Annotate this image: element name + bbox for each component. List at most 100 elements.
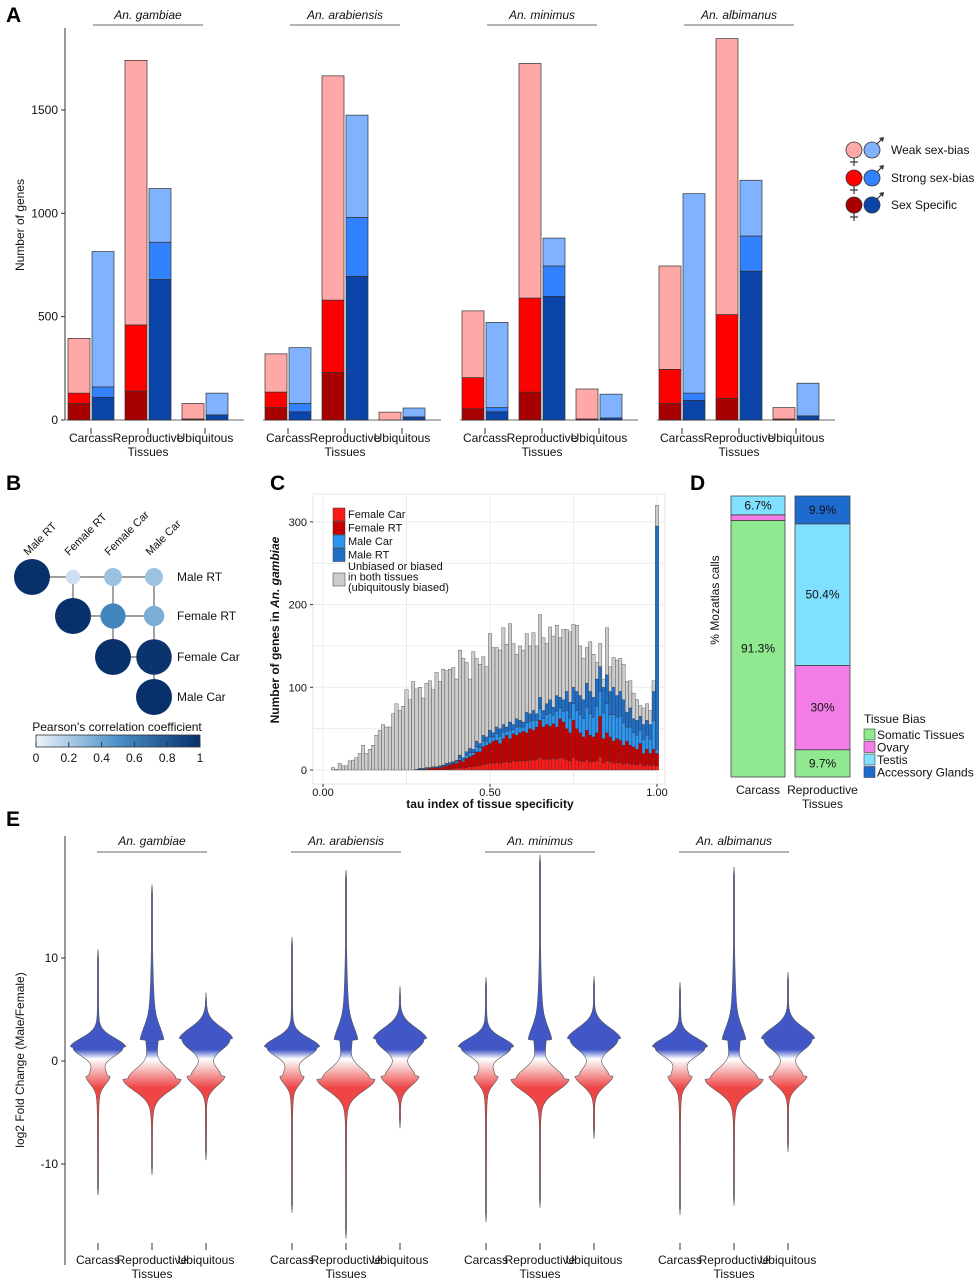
- histogram-bar-unbiased: [434, 672, 439, 767]
- histogram-bar-female-car: [635, 764, 639, 771]
- histogram-bar-female-car: [585, 759, 589, 771]
- histogram-bar-female-car: [494, 762, 499, 771]
- histogram-bar-unbiased: [468, 678, 472, 749]
- histogram-bar-female-car: [628, 764, 633, 771]
- histogram-bar-male-rt: [551, 706, 556, 716]
- histogram-bar-male-rt: [618, 691, 623, 717]
- legend-label: Male RT: [348, 550, 390, 562]
- histogram-bar-unbiased: [508, 623, 512, 723]
- bar-female-strong: [518, 297, 542, 393]
- bar-male-sex-specific: [91, 396, 115, 421]
- histogram-bar-female-rt: [474, 751, 479, 767]
- histogram-bar-unbiased: [571, 624, 576, 688]
- histogram-bar-unbiased: [504, 644, 509, 728]
- histogram-bar-unbiased: [618, 658, 623, 692]
- histogram-bar-female-rt: [571, 720, 576, 758]
- legend-swatch: [332, 521, 346, 535]
- histogram-bar-female-rt: [648, 753, 653, 767]
- histogram-bar-female-car: [531, 759, 536, 771]
- histogram-bar-unbiased: [578, 645, 583, 696]
- bar-male-sex-specific: [205, 414, 229, 421]
- y-tick-label: 1000: [31, 206, 58, 220]
- bar-female-weak: [124, 59, 148, 326]
- colorbar-tick-label: 0.8: [159, 751, 176, 765]
- histogram-bar-female-rt: [448, 764, 452, 770]
- histogram-bar-unbiased: [651, 680, 656, 692]
- y-axis-label: % Mozatlas calls: [708, 555, 722, 644]
- histogram-bar-male-car: [478, 747, 482, 752]
- x-tick-label: Reproductive: [311, 1253, 382, 1267]
- legend-swatch: [863, 766, 876, 778]
- histogram-bar-male-rt: [605, 674, 609, 705]
- histogram-bar-female-rt: [438, 767, 442, 771]
- histogram-bar-unbiased: [374, 735, 379, 771]
- x-tick-label-line2: Tissues: [326, 1267, 367, 1280]
- histogram-bar-female-rt: [531, 730, 536, 761]
- x-tick-label-line2: Tissues: [520, 1267, 561, 1280]
- bar-male-weak: [542, 237, 566, 267]
- row-label: Female RT: [177, 609, 237, 623]
- bar-male-weak: [599, 393, 623, 419]
- y-axis-label-prefix: Number of genes in: [268, 608, 282, 723]
- histogram-bar-male-car: [474, 746, 479, 752]
- histogram-bar-female-car: [538, 757, 542, 771]
- bar-female-weak: [321, 75, 345, 301]
- histogram-bar-female-rt: [501, 738, 506, 763]
- histogram-bar-male-car: [518, 726, 522, 733]
- histogram-bar-male-rt: [498, 728, 502, 737]
- bar-male-weak: [205, 392, 229, 416]
- y-tick-label: 0: [301, 765, 307, 777]
- legend-label: Strong sex-bias: [891, 171, 974, 185]
- x-tick-label: 0.00: [312, 787, 333, 799]
- histogram-bar-female-rt: [498, 743, 502, 764]
- histogram-bar-female-rt: [554, 726, 559, 760]
- histogram-bar-unbiased: [621, 663, 626, 700]
- row-label: Male Car: [177, 690, 226, 704]
- histogram-bar-unbiased: [558, 637, 562, 698]
- histogram-bar-unbiased: [404, 689, 409, 771]
- bar-male-sex-specific: [148, 279, 172, 421]
- histogram-bar-unbiased: [377, 730, 382, 771]
- histogram-bar-unbiased: [384, 726, 389, 771]
- histogram-bar-female-car: [625, 763, 629, 771]
- histogram-bar-female-rt: [595, 732, 599, 762]
- histogram-bar-female-rt: [591, 736, 596, 762]
- histogram-bar-male-car: [618, 716, 623, 741]
- y-tick-label: 10: [45, 951, 59, 965]
- histogram-bar-male-rt: [461, 757, 466, 761]
- x-tick-label: 0.50: [479, 787, 500, 799]
- histogram-bar-male-car: [464, 754, 469, 759]
- panel-label-e: E: [6, 808, 20, 831]
- histogram-bar-unbiased: [631, 692, 636, 719]
- bar-female-strong: [715, 314, 739, 399]
- histogram-bar-female-rt: [544, 724, 549, 760]
- histogram-bar-unbiased: [387, 726, 392, 771]
- legend-label: Sex Specific: [891, 198, 957, 212]
- histogram-bar-female-rt: [478, 751, 482, 767]
- histogram-bar-male-car: [504, 730, 509, 736]
- histogram-bar-female-rt: [551, 723, 556, 759]
- histogram-bar-female-car: [464, 767, 469, 771]
- histogram-bar-female-rt: [491, 740, 496, 764]
- histogram-bar-unbiased: [564, 629, 569, 692]
- species-title: An. gambiae: [117, 834, 186, 848]
- segment-label: 6.7%: [744, 498, 772, 512]
- histogram-bar-female-rt: [534, 726, 539, 760]
- histogram-bar-male-car: [585, 706, 589, 731]
- histogram-bar-female-rt: [558, 718, 562, 758]
- histogram-bar-unbiased: [357, 753, 362, 771]
- histogram-bar-male-rt: [514, 718, 519, 728]
- histogram-bar-male-rt: [571, 687, 576, 705]
- histogram-bar-female-rt: [615, 738, 619, 763]
- segment-label: 9.7%: [809, 756, 837, 770]
- histogram-bar-unbiased: [531, 632, 536, 711]
- histogram-bar-male-car: [534, 720, 539, 728]
- histogram-bar-male-rt: [554, 695, 559, 712]
- correlation-circle: [136, 639, 172, 675]
- histogram-bar-female-rt: [431, 768, 436, 771]
- bar-male-sex-specific: [682, 400, 706, 421]
- x-tick-label: Carcass: [76, 1253, 120, 1267]
- histogram-bar-male-car: [571, 703, 576, 721]
- bar-segment-ovary: [730, 514, 786, 521]
- legend-label: Testis: [877, 753, 908, 767]
